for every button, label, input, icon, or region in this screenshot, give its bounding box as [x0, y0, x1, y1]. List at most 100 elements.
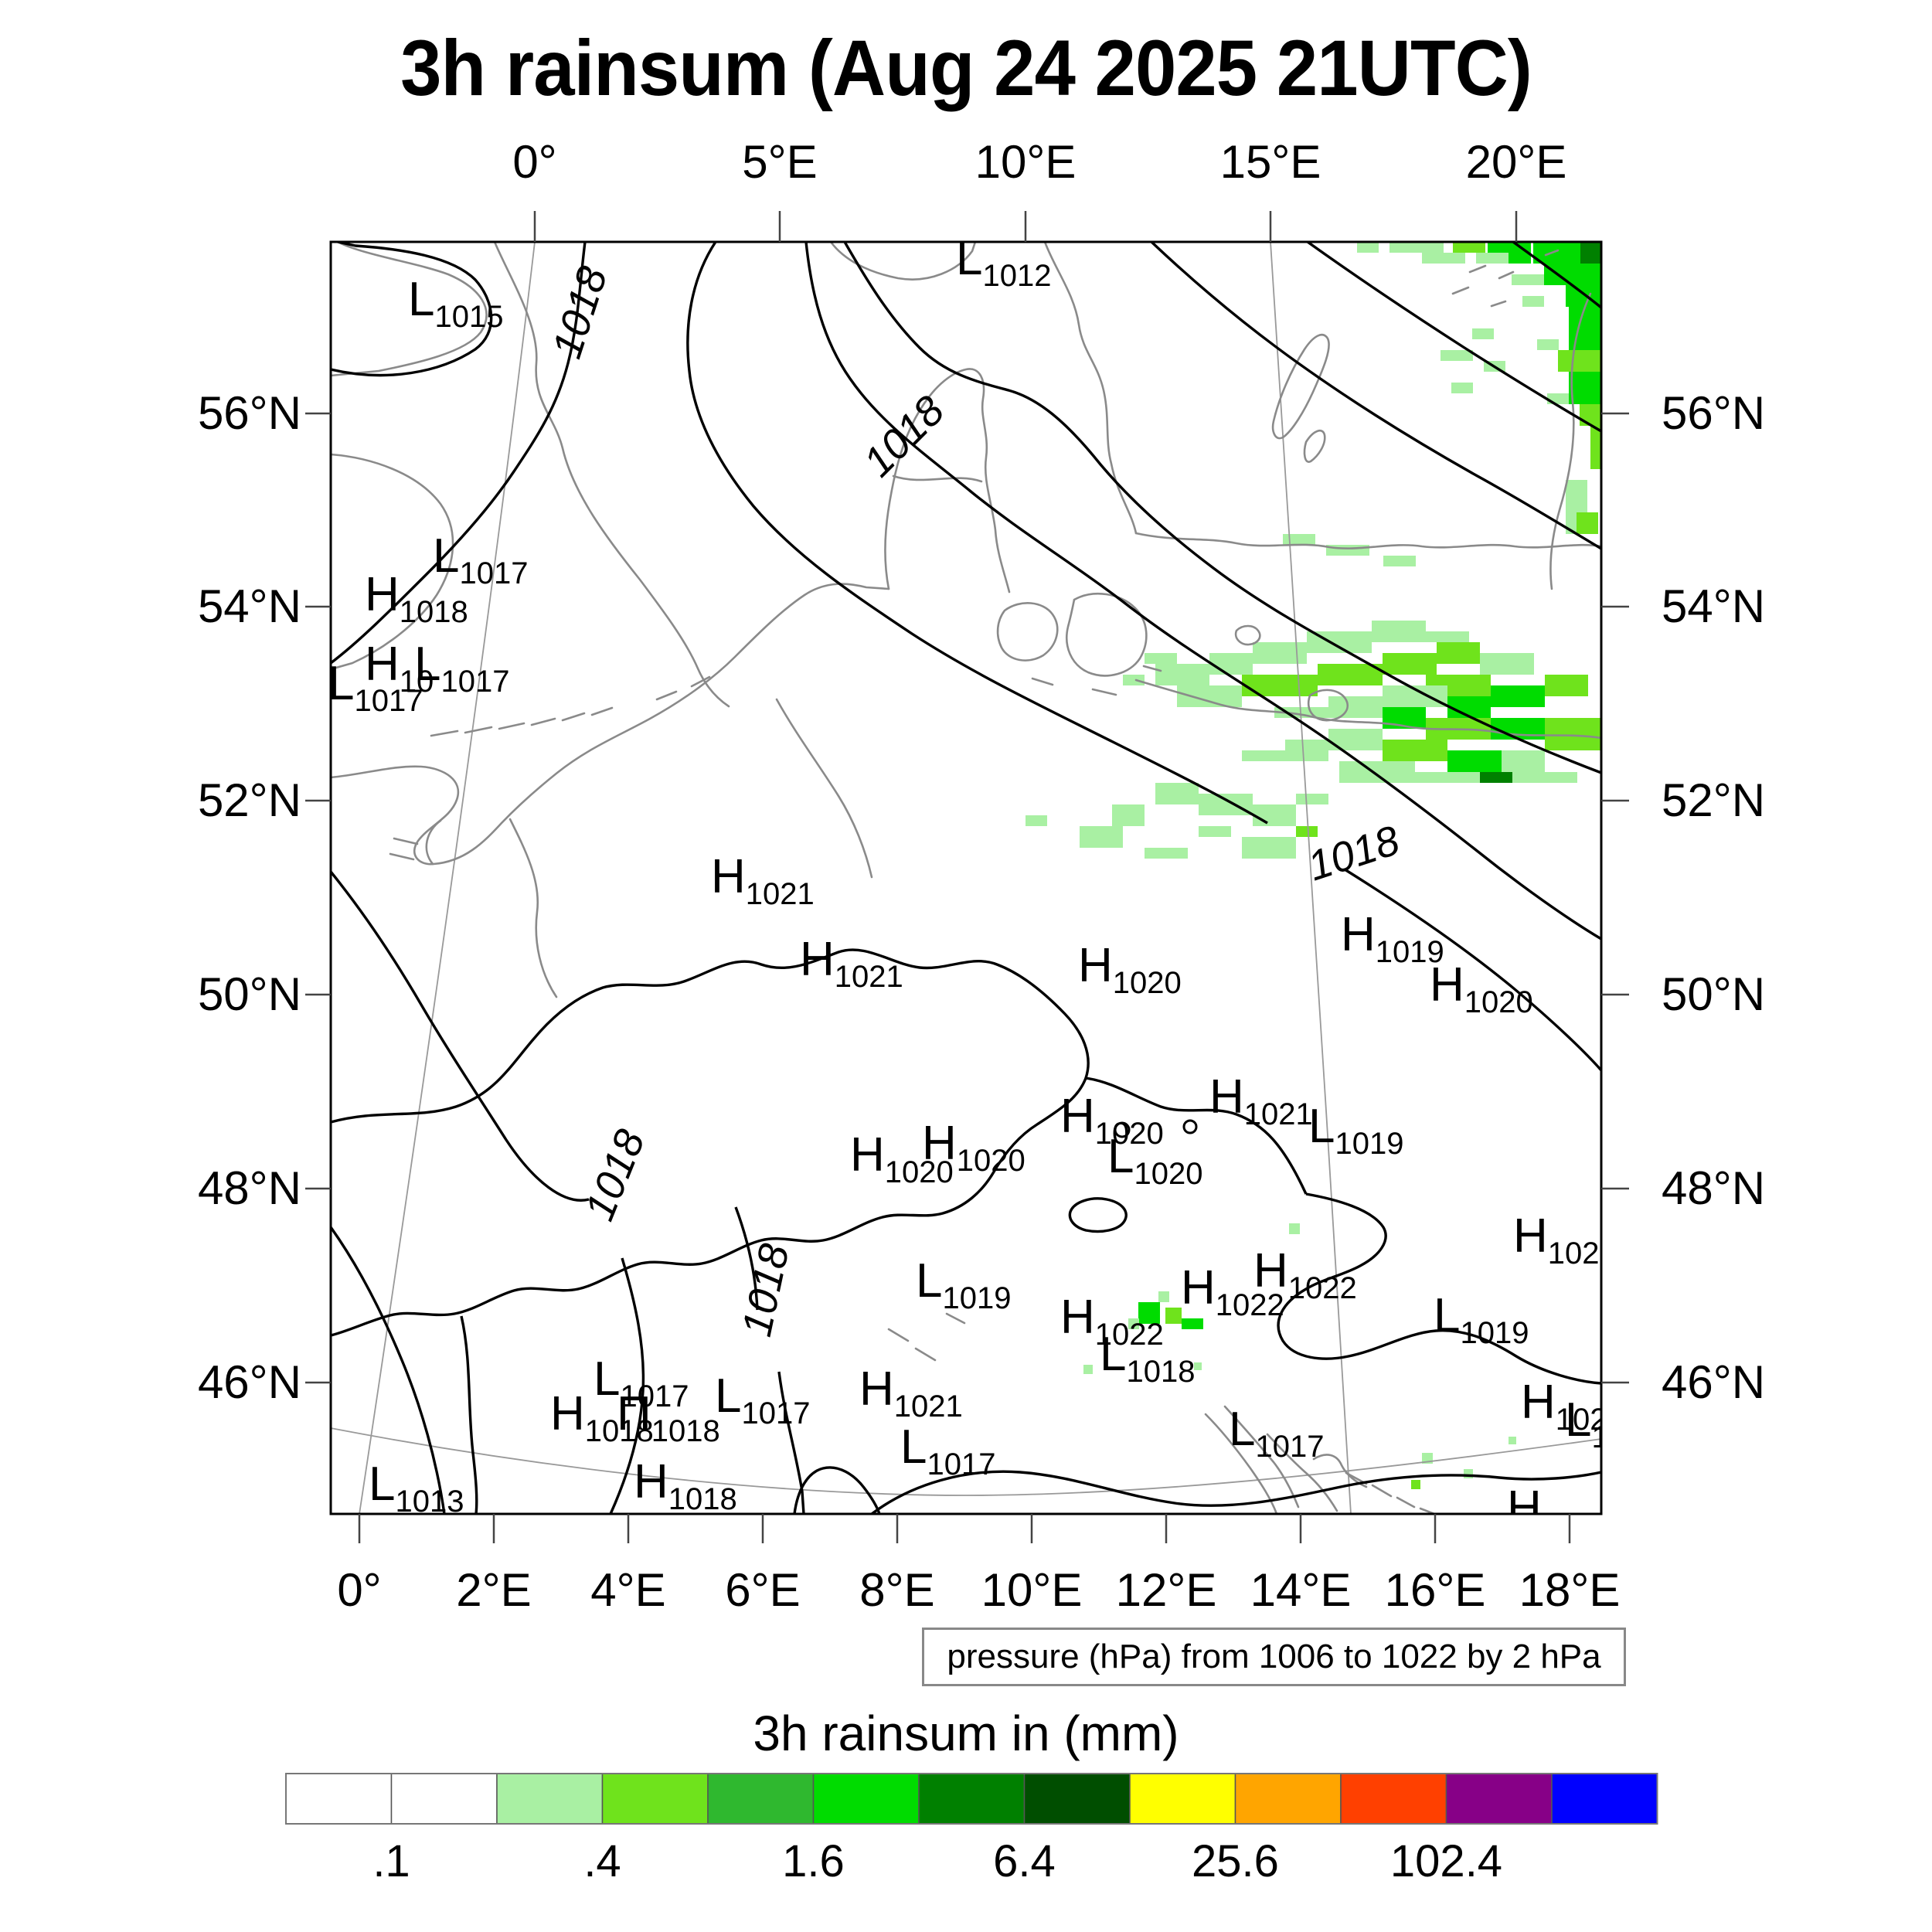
rain-cell [1253, 642, 1307, 664]
coastline-islet [1451, 286, 1470, 295]
rain-cell [1155, 783, 1199, 804]
colorbar-cell [918, 1773, 1026, 1825]
pressure-center-value: 1021 [835, 960, 903, 994]
isobar [1344, 868, 1601, 1072]
rain-cell [1128, 1318, 1139, 1329]
graticule-line [331, 1427, 1601, 1496]
rain-cell [1253, 804, 1296, 826]
left-axis-label: 48°N [198, 1162, 301, 1214]
right-axis-label: 54°N [1662, 580, 1765, 632]
rain-cell [1464, 1469, 1473, 1478]
isobar [793, 1466, 881, 1514]
isobar [331, 242, 493, 377]
pressure-center-low: L1017 [594, 1352, 689, 1413]
pressure-center-value: 1021 [894, 1389, 963, 1423]
colorbar-tick-label: .4 [583, 1836, 621, 1886]
coastline [1134, 679, 1601, 740]
coastline-layer [331, 242, 1601, 1514]
rain-cell [1569, 372, 1601, 404]
isobar [1512, 242, 1601, 309]
pressure-center-value: 1021 [746, 877, 815, 911]
rain-cell [1283, 534, 1315, 545]
coastline-islet [530, 717, 556, 726]
rain-cell [1123, 675, 1145, 685]
isobar [331, 1226, 446, 1514]
rain-cell [1577, 512, 1598, 534]
pressure-center-value: 1020 [1464, 985, 1533, 1019]
rain-cell [1182, 1318, 1203, 1329]
pressure-center-value: 1012 [982, 259, 1051, 293]
pressure-center-value: 1020 [1548, 1236, 1617, 1270]
pressure-center-value: 1018 [651, 1414, 720, 1448]
rain-cell [1296, 826, 1318, 837]
pressure-center-high: H1018 [634, 1455, 737, 1516]
pressure-centers-layer: L1015L1012L1017H1018H10L1017L1017H1021H1… [331, 242, 1624, 1519]
coastline-islet [655, 690, 678, 701]
axes-layer: 0° 5°E 10°E 15°E 20°E 0° 2°E 4°E 6°E 8°E 10°E 12°E 1… [198, 136, 1765, 1616]
rain-cell [1145, 653, 1177, 664]
rain-cell [1476, 253, 1509, 264]
rain-cell [1580, 404, 1601, 426]
coastline [1134, 532, 1601, 549]
pressure-center-value: 1020 [1556, 1403, 1624, 1437]
isobar [1307, 242, 1601, 433]
rain-cell [1491, 685, 1545, 707]
pressure-center-value: 1019 [1376, 935, 1444, 969]
bottom-axis-label: 0° [337, 1564, 381, 1616]
pressure-center-low: L1017 [1229, 1403, 1324, 1464]
rain-cell [1411, 1480, 1420, 1489]
pressure-center-value: 1013 [395, 1485, 464, 1519]
rain-cell [1502, 750, 1545, 772]
isobar [734, 1206, 759, 1311]
rain-cell [1242, 675, 1318, 696]
pressure-center-value: 1022 [1216, 1288, 1284, 1322]
bottom-axis-label: 4°E [590, 1564, 665, 1616]
rain-cell [1165, 1308, 1182, 1324]
coastline-islet [945, 1312, 966, 1325]
colorbar-cell [1445, 1773, 1553, 1825]
coastline [331, 583, 890, 866]
coastline-islet [1031, 677, 1054, 686]
rain-cell [1372, 621, 1426, 642]
pressure-center-low: L1019 [916, 1254, 1011, 1315]
colorbar-cell [601, 1773, 709, 1825]
pressure-center-value: 1019 [1335, 1127, 1403, 1161]
left-axis-label: 56°N [198, 387, 301, 439]
rain-cell [1289, 1223, 1300, 1234]
top-axis-label: 10°E [975, 136, 1077, 188]
colorbar-tick-label: 102.4 [1390, 1836, 1502, 1886]
colorbar-tick-label: .1 [372, 1836, 410, 1886]
rain-cell [1537, 339, 1559, 350]
coastline-islet [590, 706, 614, 716]
coastline [425, 819, 442, 866]
bottom-axis-label: 8°E [859, 1564, 934, 1616]
left-axis-label: 54°N [198, 580, 301, 632]
coastline-islet [1468, 264, 1487, 274]
rain-cell [1145, 848, 1188, 859]
pressure-center-value: 1017 [1255, 1430, 1324, 1464]
isobar [609, 1257, 645, 1514]
isobar [1277, 1192, 1601, 1385]
pressure-center-value: 1015 [434, 300, 503, 334]
rain-cell [1026, 815, 1047, 826]
coastline-islet [1498, 270, 1515, 280]
rain-cell [1274, 707, 1328, 718]
rain-cell [1138, 1302, 1160, 1324]
rain-cell [1422, 253, 1465, 264]
coastline [331, 242, 488, 377]
coastline [1549, 292, 1592, 590]
rain-cell [1383, 740, 1447, 761]
isobar-value-label: 1018 [543, 261, 616, 364]
rain-cell [1480, 653, 1534, 675]
rain-cell [1472, 328, 1494, 339]
isobar [843, 242, 1601, 774]
colorbar-cell [707, 1773, 815, 1825]
rain-cell [1389, 242, 1444, 253]
rain-cell [1383, 653, 1437, 675]
rain-cell [1545, 718, 1601, 750]
left-axis-label: 50°N [198, 968, 301, 1020]
coastline-islet [914, 1347, 937, 1362]
top-axis-label: 15°E [1220, 136, 1321, 188]
coastline-islet [430, 730, 459, 737]
